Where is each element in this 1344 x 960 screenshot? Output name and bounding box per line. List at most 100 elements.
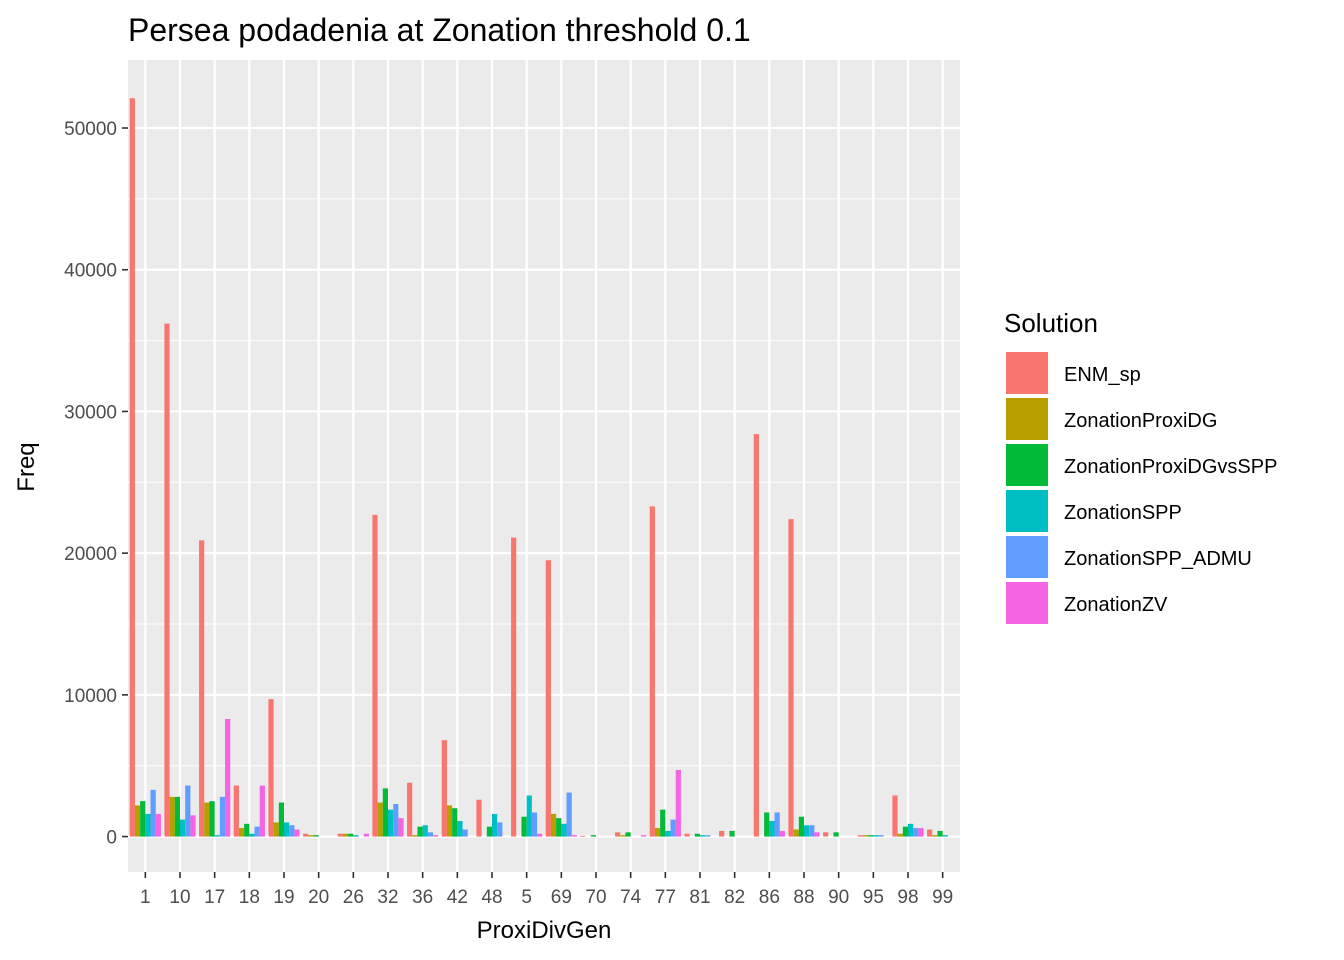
bar-ZonationSPP_ADMU-95 [878,835,884,837]
bar-ZonationProxiDGvsSPP-5 [521,816,527,837]
x-tick-label: 99 [932,887,953,908]
major-gridlines [128,60,960,872]
bar-ZonationSPP-19 [284,822,290,837]
bars [129,98,948,837]
bar-ZonationSPP-48 [492,813,498,837]
bar-ZonationProxiDG-19 [273,822,279,837]
bar-ZonationSPP-5 [526,795,532,837]
bar-ZonationProxiDGvsSPP-17 [209,801,215,837]
bar-ZonationSPP_ADMU-86 [774,812,780,837]
bar-ENM_sp-81 [684,833,690,837]
bar-ZonationProxiDGvsSPP-10 [174,796,180,837]
y-tick-label: 10000 [64,686,117,707]
bar-ENM_sp-18 [233,785,239,837]
bar-ZonationSPP_ADMU-1 [150,789,156,837]
bar-ENM_sp-48 [476,799,482,837]
x-tick-label: 32 [377,887,398,908]
legend-title: Solution [1004,308,1098,338]
bar-ZonationZV-98 [918,828,924,837]
legend-label-ZonationSPP_ADMU: ZonationSPP_ADMU [1064,548,1252,570]
bar-ZonationProxiDGvsSPP-70 [590,835,596,837]
x-tick-label: 10 [169,887,190,908]
x-tick-label: 26 [343,887,364,908]
bar-ZonationProxiDGvsSPP-48 [486,826,492,837]
bar-ZonationZV-36 [433,835,439,837]
bar-ENM_sp-32 [372,514,378,837]
bar-ENM_sp-88 [788,519,794,837]
legend-key-ZonationProxiDG [1006,398,1048,440]
bar-ZonationProxiDGvsSPP-1 [140,801,146,837]
bar-ZonationProxiDGvsSPP-18 [244,823,250,837]
bar-ZonationZV-88 [814,832,820,837]
bar-ZonationZV-32 [398,818,404,837]
bar-ZonationZV-1 [155,813,161,837]
y-tick-label: 30000 [64,402,117,423]
bar-ZonationProxiDG-98 [897,833,903,837]
bar-ZonationZV-17 [225,718,231,837]
legend-label-ZonationProxiDGvsSPP: ZonationProxiDGvsSPP [1064,456,1277,478]
x-axis: 1 10 17 18 19 20 26 32 36 42 48 5 69 70 74 77 81 82 86 88 90… [140,872,953,908]
bar-ENM_sp-98 [892,795,898,837]
bar-ZonationSPP-36 [422,825,428,837]
x-tick-label: 17 [204,887,225,908]
x-tick-label: 70 [585,887,606,908]
bar-ZonationProxiDG-99 [932,835,938,837]
bar-ZonationSPP_ADMU-19 [289,825,295,837]
bar-ENM_sp-26 [337,833,343,837]
bar-ZonationSPP_ADMU-88 [809,825,815,837]
bar-ZonationSPP-95 [873,835,879,837]
bar-ZonationProxiDG-32 [377,802,383,837]
bar-ZonationSPP-69 [561,823,567,837]
bar-ZonationSPP_ADMU-36 [427,832,434,837]
x-tick-label: 88 [793,887,814,908]
bar-ENM_sp-82 [719,830,725,837]
x-tick-label: 18 [239,887,260,908]
bar-ZonationProxiDG-10 [169,796,175,837]
x-tick-label: 81 [689,887,710,908]
bar-ZonationProxiDGvsSPP-74 [625,832,631,837]
x-tick-label: 82 [724,887,745,908]
bar-ZonationProxiDGvsSPP-99 [937,830,943,837]
bar-ZonationSPP-88 [804,825,810,837]
bar-ZonationProxiDG-18 [238,828,245,837]
bar-ENM_sp-42 [441,740,447,837]
bar-ENM_sp-70 [580,835,586,837]
bar-ZonationProxiDG-42 [446,805,453,837]
legend-label-ZonationProxiDG: ZonationProxiDG [1064,410,1217,432]
x-tick-label: 1 [140,887,151,908]
bar-ZonationSPP-17 [214,835,220,837]
x-tick-label: 5 [521,887,532,908]
legend-key-ZonationProxiDGvsSPP [1006,444,1048,486]
bar-ZonationSPP_ADMU-77 [670,819,676,837]
y-tick-label: 40000 [64,261,117,282]
bar-ZonationProxiDGvsSPP-69 [556,818,562,837]
bar-ZonationZV-77 [675,769,681,837]
x-tick-label: 48 [481,887,502,908]
bar-ENM_sp-86 [753,434,759,837]
bar-ZonationSPP_ADMU-18 [254,826,260,837]
bar-ENM_sp-5 [511,537,517,837]
bar-ZonationProxiDGvsSPP-19 [278,802,284,837]
legend-label-ENM_sp: ENM_sp [1064,364,1141,386]
bar-ZonationProxiDG-17 [204,802,210,837]
bar-ENM_sp-36 [407,782,413,837]
x-tick-label: 86 [759,887,780,908]
bar-ZonationZV-69 [571,835,577,837]
bar-ENM_sp-69 [545,560,551,837]
y-tick-label: 20000 [64,544,117,565]
bar-ZonationZV-5 [537,833,543,837]
bar-ZonationSPP-81 [700,835,706,837]
bar-ZonationZV-10 [190,815,196,837]
bar-ENM_sp-99 [927,829,933,837]
y-axis-title: Freq [13,442,40,491]
x-tick-label: 69 [551,887,572,908]
bar-ZonationProxiDG-88 [793,829,799,837]
bar-ZonationProxiDGvsSPP-86 [764,812,770,837]
bar-ZonationSPP_ADMU-81 [705,835,711,837]
bar-ZonationZV-26 [363,833,369,837]
bar-ZonationSPP_ADMU-98 [913,828,919,837]
bar-ZonationSPP-18 [249,833,255,837]
legend-label-ZonationZV: ZonationZV [1064,594,1168,616]
legend-label-ZonationSPP: ZonationSPP [1064,502,1182,524]
